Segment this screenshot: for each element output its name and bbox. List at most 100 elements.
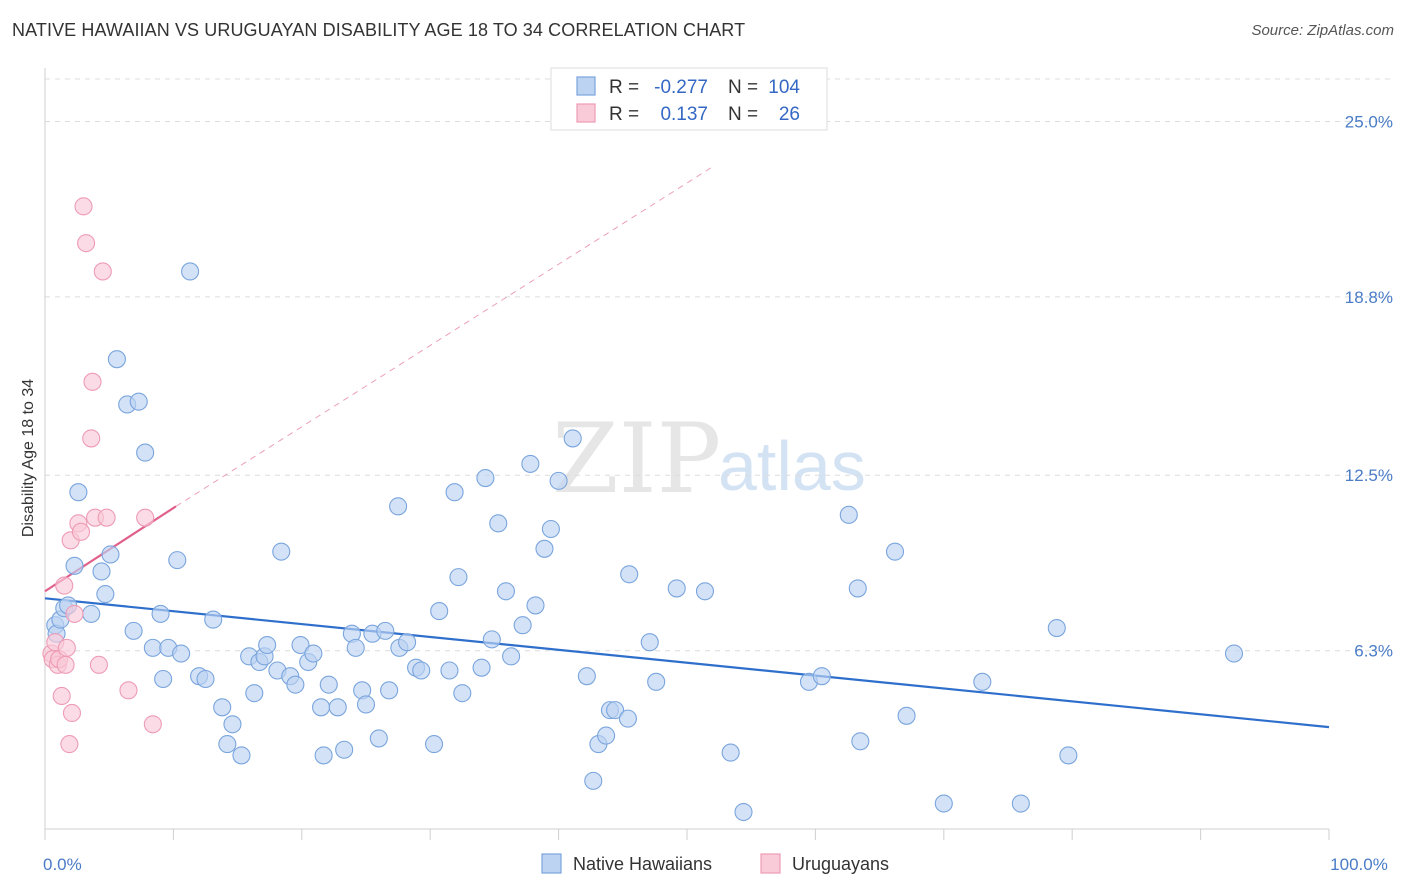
trend-line-uruguayans-extension (175, 166, 713, 507)
point-native-hawaiian-80 (584, 771, 603, 790)
point-native-hawaiian-13 (124, 621, 143, 640)
point-native-hawaiian-34 (258, 635, 277, 655)
point-native-hawaiian-44 (319, 675, 338, 694)
y-axis-label: Disability Age 18 to 34 (20, 379, 37, 537)
point-native-hawaiian-82 (597, 726, 616, 745)
point-native-hawaiian-14 (129, 392, 148, 411)
point-native-hawaiian-6 (69, 483, 88, 502)
point-native-hawaiian-68 (482, 630, 501, 649)
point-native-hawaiian-16 (143, 638, 162, 657)
point-native-hawaiian-31 (245, 684, 264, 703)
point-native-hawaiian-99 (897, 706, 916, 725)
point-native-hawaiian-15 (136, 443, 155, 462)
point-uruguayan-22 (97, 508, 116, 527)
legend-swatch-native-hawaiians (576, 76, 596, 96)
point-native-hawaiian-76 (541, 519, 560, 539)
point-native-hawaiian-89 (667, 579, 686, 598)
point-native-hawaiian-24 (196, 669, 215, 689)
bottom-legend-swatch-uruguayans (760, 853, 781, 874)
data-points (42, 197, 1244, 822)
point-native-hawaiian-103 (1047, 619, 1066, 638)
chart-title: NATIVE HAWAIIAN VS URUGUAYAN DISABILITY … (12, 20, 746, 40)
point-uruguayan-14 (71, 522, 91, 541)
point-native-hawaiian-67 (476, 469, 495, 488)
point-native-hawaiian-61 (430, 602, 449, 621)
series-legend: Native Hawaiians Uruguayans (541, 853, 889, 874)
point-native-hawaiian-8 (92, 562, 111, 581)
point-native-hawaiian-36 (272, 542, 291, 561)
point-uruguayan-17 (82, 429, 101, 448)
point-native-hawaiian-71 (502, 647, 521, 666)
legend-n-label: N = (728, 77, 758, 98)
point-native-hawaiian-75 (535, 539, 554, 558)
point-native-hawaiian-74 (526, 596, 545, 615)
point-native-hawaiian-101 (973, 672, 992, 691)
point-native-hawaiian-63 (445, 483, 464, 502)
point-native-hawaiian-48 (346, 638, 365, 657)
point-native-hawaiian-53 (376, 621, 395, 640)
point-native-hawaiian-27 (218, 735, 237, 754)
point-native-hawaiian-87 (640, 633, 659, 652)
point-native-hawaiian-100 (934, 794, 953, 813)
legend-n-value-uruguayans: 26 (779, 104, 800, 125)
point-native-hawaiian-55 (389, 497, 408, 516)
point-native-hawaiian-94 (812, 667, 831, 686)
point-uruguayan-7 (56, 655, 75, 674)
point-native-hawaiian-60 (425, 735, 444, 754)
point-native-hawaiian-70 (496, 582, 516, 601)
point-uruguayan-20 (89, 655, 108, 674)
watermark-atlas: atlas (718, 427, 866, 505)
source-credit: Source: ZipAtlas.com (1251, 22, 1394, 39)
point-uruguayan-16 (77, 234, 96, 253)
point-uruguayan-18 (83, 372, 102, 391)
trend-line-native-hawaiians (44, 597, 1330, 729)
point-native-hawaiian-102 (1011, 794, 1030, 813)
point-uruguayan-21 (93, 262, 112, 281)
point-native-hawaiian-9 (96, 585, 115, 604)
point-native-hawaiian-91 (721, 743, 740, 762)
legend-swatch-uruguayans (576, 103, 596, 123)
point-native-hawaiian-78 (563, 429, 582, 448)
point-uruguayan-12 (65, 604, 84, 623)
point-native-hawaiian-88 (647, 672, 666, 691)
bottom-legend-label-native-hawaiians: Native Hawaiians (573, 854, 712, 874)
point-native-hawaiian-46 (335, 740, 354, 759)
tick-labels: 6.3% 12.5% 18.8% 25.0% 0.0% 100.0% (43, 112, 1393, 874)
y-tick-label-2: 18.8% (1345, 288, 1393, 307)
point-native-hawaiian-64 (449, 568, 468, 587)
point-native-hawaiian-86 (620, 565, 639, 584)
bottom-legend-swatch-native-hawaiians (541, 853, 562, 874)
point-uruguayan-25 (143, 715, 162, 734)
point-native-hawaiian-41 (304, 644, 323, 663)
y-tick-label-3: 25.0% (1345, 112, 1393, 131)
point-native-hawaiian-105 (1224, 644, 1244, 663)
y-tick-label-0: 6.3% (1354, 642, 1393, 661)
x-tick-label-0: 0.0% (43, 855, 82, 874)
point-native-hawaiian-20 (168, 551, 187, 570)
point-uruguayan-9 (60, 735, 79, 754)
correlation-legend: R = -0.277 N = 104 R = 0.137 N = 26 (550, 67, 828, 131)
point-native-hawaiian-57 (398, 633, 417, 652)
point-uruguayan-24 (136, 508, 155, 527)
point-native-hawaiian-26 (213, 698, 232, 717)
point-uruguayan-6 (55, 576, 74, 595)
point-native-hawaiian-66 (472, 658, 491, 677)
point-uruguayan-15 (74, 197, 93, 216)
legend-r-label-2: R = (609, 104, 639, 125)
point-native-hawaiian-52 (369, 729, 388, 748)
point-native-hawaiian-11 (107, 350, 126, 369)
point-native-hawaiian-72 (513, 616, 532, 635)
point-native-hawaiian-38 (286, 675, 305, 694)
legend-r-value-uruguayans: 0.137 (660, 104, 708, 125)
watermark-zip: ZIP (552, 403, 721, 515)
point-native-hawaiian-22 (181, 262, 200, 281)
point-native-hawaiian-77 (549, 471, 568, 490)
point-native-hawaiian-59 (412, 661, 431, 680)
point-native-hawaiian-18 (154, 669, 173, 689)
point-native-hawaiian-98 (885, 542, 905, 561)
y-tick-label-1: 12.5% (1345, 466, 1393, 485)
x-tick-label-1: 100.0% (1330, 855, 1388, 874)
legend-r-label: R = (609, 77, 639, 98)
point-native-hawaiian-62 (440, 661, 459, 680)
